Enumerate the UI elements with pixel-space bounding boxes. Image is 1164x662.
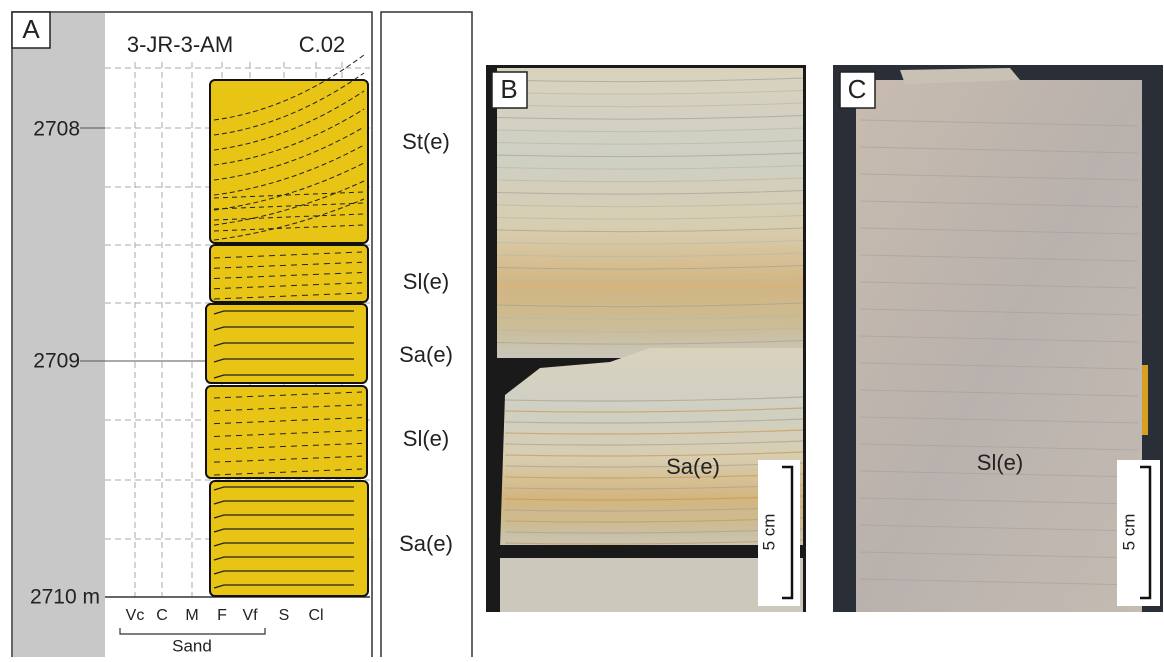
photo-b-core — [497, 68, 803, 358]
bed — [206, 386, 367, 478]
core-name: C.02 — [299, 32, 345, 57]
photo-facies-label: Sl(e) — [977, 450, 1023, 475]
scale-label: 5 cm — [1119, 514, 1138, 551]
photo-b-core — [500, 348, 803, 548]
scale-label: 5 cm — [759, 514, 778, 551]
bed — [210, 481, 368, 596]
grain-size-label: Vc — [126, 607, 145, 624]
panel-label: A — [22, 14, 40, 44]
grain-size-label: S — [279, 607, 290, 624]
well-name: 3-JR-3-AM — [127, 32, 233, 57]
facies-label: Sa(e) — [399, 531, 453, 556]
depth-label: 2708 — [33, 118, 80, 141]
bed — [210, 245, 368, 302]
grain-size-label: F — [217, 607, 227, 624]
depth-label: 2710 m — [30, 586, 100, 609]
fracture — [497, 545, 803, 557]
panel-label: C — [848, 74, 867, 104]
grain-size-label: Vf — [242, 607, 258, 624]
depth-column — [13, 13, 105, 657]
panel-label: B — [500, 74, 517, 104]
photo-c-core — [856, 80, 1142, 612]
figure: A 3-JR-3-AM C.02 2708 2709 2710 m Sand S… — [0, 0, 1164, 657]
facies-label: Sl(e) — [403, 426, 449, 451]
photo-b-core — [500, 558, 803, 612]
depth-label: 2709 — [33, 350, 80, 373]
photo-c-tag — [1142, 365, 1148, 435]
grain-size-label: C — [156, 607, 168, 624]
page: {"panel_a": {"label": "A", "well": "3-JR… — [0, 0, 1164, 657]
facies-column — [381, 12, 472, 657]
facies-label: Sa(e) — [399, 342, 453, 367]
grain-group: Sand — [172, 636, 212, 655]
beds — [206, 55, 368, 596]
photo-facies-label: Sa(e) — [666, 454, 720, 479]
grain-size-label: M — [185, 607, 198, 624]
facies-label: St(e) — [402, 129, 450, 154]
facies-label: Sl(e) — [403, 269, 449, 294]
grain-size-label: Cl — [308, 607, 323, 624]
